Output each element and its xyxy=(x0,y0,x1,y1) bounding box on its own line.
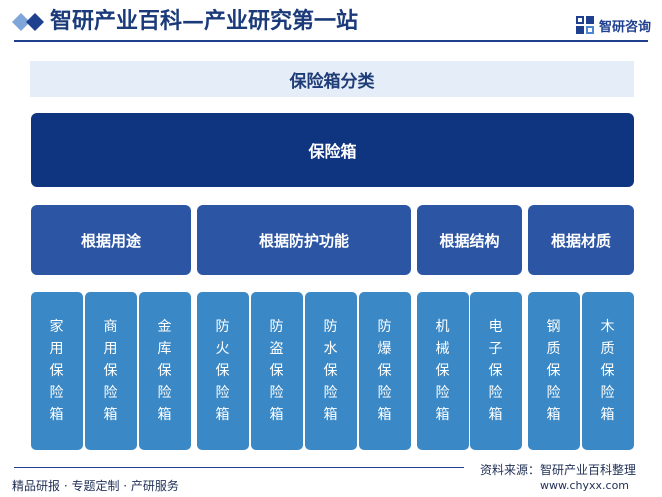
root-node-label: 保险箱 xyxy=(308,142,357,161)
diagram-title: 保险箱分类 xyxy=(289,71,375,92)
leaf-node-label: 金库保险箱 xyxy=(157,319,173,423)
category-node-label: 根据防护功能 xyxy=(258,231,349,250)
leaf-node: 电子保险箱 xyxy=(470,292,522,450)
leaf-node: 商用保险箱 xyxy=(85,292,137,450)
leaf-node: 防盗保险箱 xyxy=(251,292,303,450)
leaf-node-label: 防水保险箱 xyxy=(323,319,339,423)
header-rule xyxy=(14,40,648,42)
category-node-structure: 根据结构 xyxy=(417,205,522,275)
source-note: 资料来源：智研产业百科整理 xyxy=(480,463,637,477)
leaf-node-label: 商用保险箱 xyxy=(103,319,119,423)
leaf-node-label: 防爆保险箱 xyxy=(377,319,393,423)
leaf-node-label: 电子保险箱 xyxy=(488,319,504,423)
header-title: 智研产业百科—产业研究第一站 xyxy=(50,8,359,34)
services-tagline: 精品研报 · 专题定制 · 产研服务 xyxy=(12,479,179,493)
leaf-node: 机械保险箱 xyxy=(417,292,469,450)
chyxx-logo-icon xyxy=(576,16,594,34)
leaf-node-label: 机械保险箱 xyxy=(435,319,451,423)
brand-logo: 智研咨询 xyxy=(575,13,651,37)
footer-rule xyxy=(14,467,464,468)
leaf-node-label: 防火保险箱 xyxy=(215,319,231,423)
leaf-node: 家用保险箱 xyxy=(31,292,83,450)
leaf-node: 金库保险箱 xyxy=(139,292,191,450)
leaf-node-label: 家用保险箱 xyxy=(49,319,65,423)
logo-text: 智研咨询 xyxy=(599,19,652,35)
category-node-label: 根据用途 xyxy=(80,231,141,250)
leaf-node: 防火保险箱 xyxy=(197,292,249,450)
website-url: www.chyxx.com xyxy=(540,479,630,492)
diagram-title-strip: 保险箱分类 xyxy=(30,61,634,97)
category-node-usage: 根据用途 xyxy=(31,205,191,275)
root-node: 保险箱 xyxy=(31,113,634,187)
leaf-node: 木质保险箱 xyxy=(582,292,634,450)
category-node-protection: 根据防护功能 xyxy=(197,205,411,275)
leaf-node-label: 钢质保险箱 xyxy=(546,319,562,423)
leaf-node-label: 木质保险箱 xyxy=(600,319,616,423)
leaf-node: 防爆保险箱 xyxy=(359,292,411,450)
category-node-material: 根据材质 xyxy=(528,205,634,275)
leaf-node: 钢质保险箱 xyxy=(528,292,580,450)
category-node-label: 根据结构 xyxy=(439,231,500,250)
leaf-node: 防水保险箱 xyxy=(305,292,357,450)
leaf-node-label: 防盗保险箱 xyxy=(269,319,285,423)
header-diamonds-icon xyxy=(12,13,44,31)
category-node-label: 根据材质 xyxy=(550,231,611,250)
